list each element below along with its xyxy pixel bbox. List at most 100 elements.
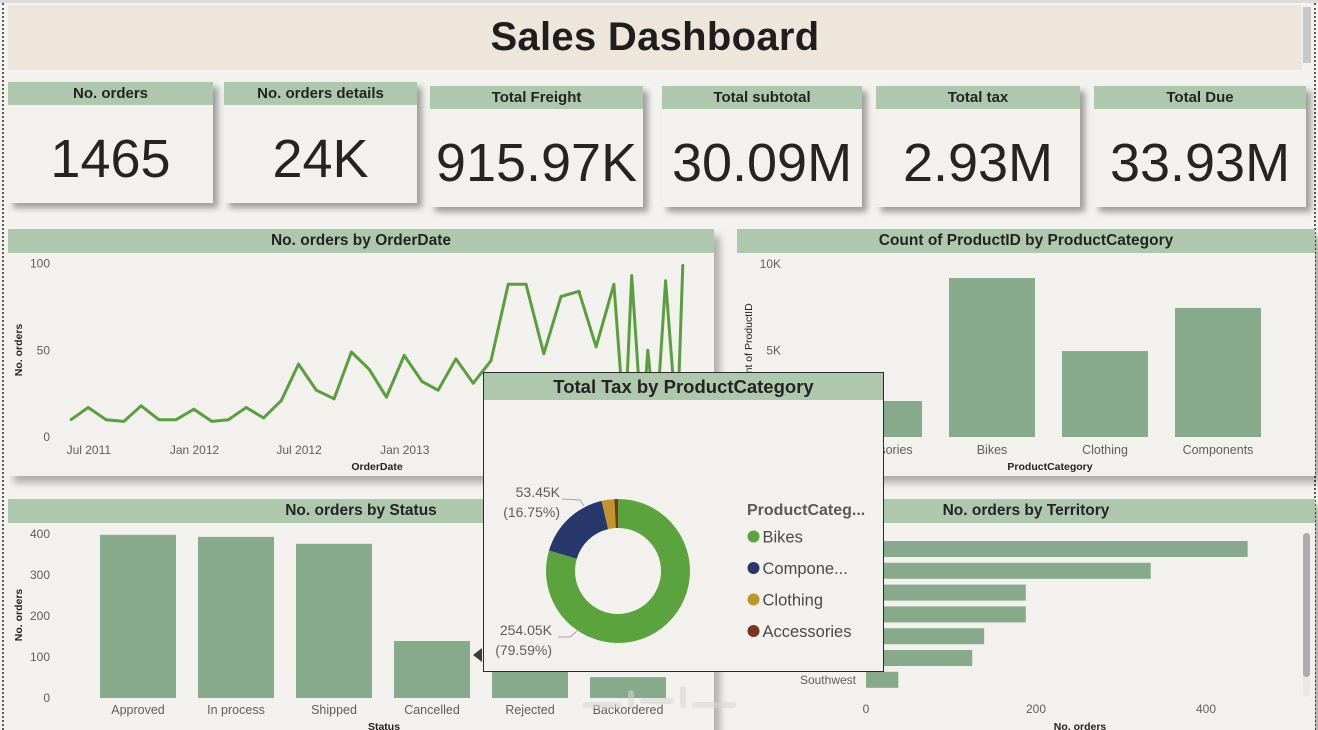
territory-bar[interactable] — [866, 584, 1026, 601]
legend-marker-icon — [747, 562, 760, 574]
donut-slice-clothing[interactable] — [601, 499, 616, 530]
data-label-value: 53.45K — [516, 484, 561, 500]
y-tick-label: 10K — [760, 257, 781, 271]
bar-bikes[interactable] — [949, 278, 1035, 437]
y-tick-label: 0 — [43, 430, 50, 444]
data-point[interactable] — [646, 348, 650, 352]
x-tick-label: Jul 2012 — [276, 443, 322, 457]
bar-approved[interactable] — [100, 534, 176, 698]
territory-bar[interactable] — [866, 650, 973, 666]
bar-in-process[interactable] — [198, 536, 274, 698]
data-label-value: 254.05K — [500, 622, 553, 638]
data-point[interactable] — [244, 406, 248, 409]
x-tick-label: Clothing — [1082, 443, 1128, 457]
data-label-percent: (16.75%) — [503, 504, 560, 520]
data-point[interactable] — [262, 416, 265, 420]
x-tick-label: Jan 2012 — [170, 443, 220, 457]
data-point[interactable] — [349, 350, 353, 354]
data-label-percent: (79.59%) — [495, 642, 552, 658]
data-point[interactable] — [157, 418, 161, 422]
data-point[interactable] — [192, 407, 196, 411]
data-point[interactable] — [385, 395, 388, 399]
donut-slice-bikes[interactable] — [546, 499, 690, 643]
legend-item-clothing[interactable]: Clothing — [747, 592, 824, 610]
data-point[interactable] — [367, 367, 371, 371]
data-point[interactable] — [227, 418, 230, 422]
data-point[interactable] — [436, 388, 440, 392]
data-point[interactable] — [612, 282, 616, 286]
legend-label: Clothing — [763, 592, 824, 610]
data-point[interactable] — [524, 282, 528, 286]
chart-title: No. orders by OrderDate — [8, 229, 714, 253]
data-point[interactable] — [630, 274, 634, 278]
kpi-card-value: 1465 — [50, 129, 171, 189]
donut-slice-accessories[interactable] — [614, 499, 618, 529]
territory-scrollbar-thumb[interactable] — [1303, 533, 1310, 677]
data-point[interactable] — [454, 357, 458, 361]
kpi-card-total-due[interactable]: Total Due 33.93M — [1094, 86, 1306, 207]
x-tick-label: Shipped — [311, 703, 357, 717]
kpi-card-label: Total tax — [876, 86, 1080, 109]
bar-cancelled[interactable] — [394, 641, 470, 698]
data-point[interactable] — [542, 352, 546, 356]
legend-title: ProductCateg... — [747, 502, 865, 519]
donut-slice-components[interactable] — [548, 500, 609, 559]
bar-components[interactable] — [1175, 307, 1261, 437]
data-point[interactable] — [314, 388, 318, 392]
bar-shipped[interactable] — [296, 543, 372, 698]
data-point[interactable] — [332, 397, 336, 401]
tax-by-category-tooltip: Total Tax by ProductCategory 254.05K (79.… — [483, 372, 884, 672]
territory-bar[interactable] — [866, 671, 899, 688]
kpi-card-label: Total Due — [1094, 86, 1306, 109]
data-label-leader-line — [558, 630, 578, 638]
y-tick-label: Southwest — [800, 673, 857, 687]
data-point[interactable] — [420, 380, 424, 383]
data-point[interactable] — [279, 399, 283, 402]
legend-item-components[interactable]: Compone... — [747, 560, 848, 578]
territory-bar[interactable] — [866, 628, 985, 645]
data-point[interactable] — [594, 345, 598, 349]
top-edge — [0, 0, 1318, 3]
x-tick-label: Cancelled — [404, 703, 460, 717]
x-tick-label: Jan 2013 — [380, 443, 430, 457]
territory-bar[interactable] — [866, 562, 1151, 579]
legend-item-accessories[interactable]: Accessories — [747, 623, 852, 641]
tooltip-pointer-icon — [473, 648, 482, 662]
territory-bar[interactable] — [866, 606, 1026, 623]
bar-backordered[interactable] — [590, 677, 666, 698]
product-count-chart[interactable]: Count of ProductID by ProductCategory 5K… — [737, 229, 1315, 476]
data-point[interactable] — [210, 419, 214, 423]
page-scrollbar[interactable] — [1303, 7, 1311, 63]
bar-clothing[interactable] — [1062, 351, 1148, 437]
data-point[interactable] — [681, 263, 685, 267]
data-point[interactable] — [69, 418, 73, 422]
orders-by-status-chart[interactable]: No. orders by Status 0 100 200 300 400 Approv… — [8, 499, 714, 730]
data-point[interactable] — [139, 404, 143, 408]
data-point[interactable] — [86, 406, 90, 409]
data-point[interactable] — [471, 381, 475, 385]
x-axis-title: OrderDate — [351, 461, 403, 473]
data-point[interactable] — [297, 362, 300, 366]
donut-chart-plot: 254.05K (79.59%) 53.45K (16.75%) ProductCate… — [495, 484, 865, 658]
data-point[interactable] — [104, 418, 108, 422]
data-point[interactable] — [506, 282, 510, 286]
territory-bar[interactable] — [866, 541, 1248, 557]
legend-item-bikes[interactable]: Bikes — [747, 529, 803, 547]
kpi-card-total-tax[interactable]: Total tax 2.93M — [876, 86, 1080, 207]
x-tick-label: 400 — [1196, 702, 1216, 716]
data-point[interactable] — [577, 289, 581, 293]
data-point[interactable] — [664, 279, 668, 283]
kpi-card-total-freight[interactable]: Total Freight 915.97K — [430, 86, 643, 207]
kpi-card-total-subtotal[interactable]: Total subtotal 30.09M — [662, 86, 862, 207]
kpi-card-no-orders-details[interactable]: No. orders details 24K — [224, 82, 417, 203]
series-line-no-orders[interactable] — [70, 265, 685, 432]
data-point[interactable] — [489, 359, 493, 363]
x-tick-label: Bikes — [977, 443, 1008, 457]
y-axis-title: No. orders — [13, 589, 25, 642]
data-point[interactable] — [402, 354, 406, 357]
data-point[interactable] — [174, 418, 178, 422]
data-point[interactable] — [559, 295, 563, 298]
data-point[interactable] — [122, 419, 126, 423]
kpi-card-no-orders[interactable]: No. orders 1465 — [8, 82, 213, 203]
kpi-card-value: 24K — [272, 129, 369, 189]
